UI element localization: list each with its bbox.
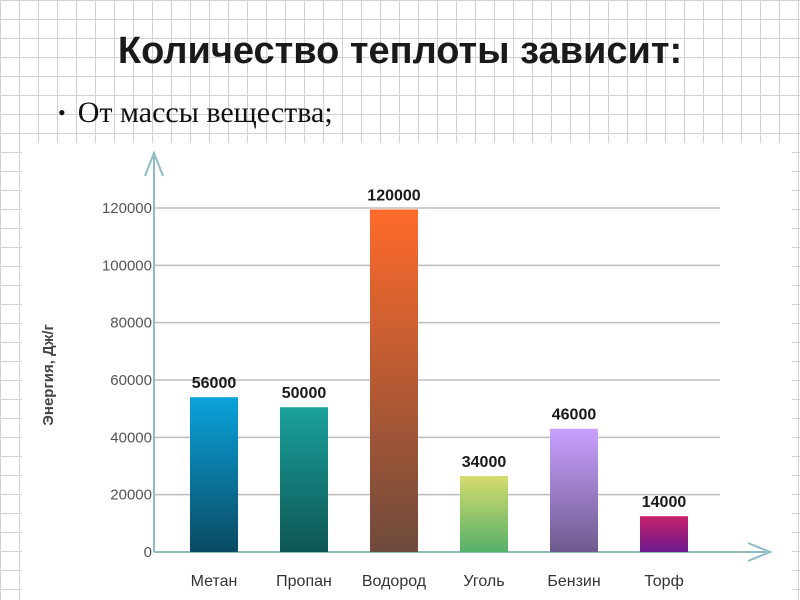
- y-tick-label: 100000: [102, 257, 152, 274]
- y-axis-arrow-icon: [144, 150, 164, 177]
- data-label: 56000: [192, 375, 237, 392]
- chart-panel: 0 20000 40000 60000 80000 100000 120000 Энергия…: [22, 143, 792, 600]
- bar: [550, 428, 598, 552]
- x-axis-arrow-icon: [747, 542, 773, 562]
- bar: [370, 209, 418, 552]
- bar: [640, 516, 688, 552]
- category-label: Водород: [362, 573, 427, 590]
- data-label: 46000: [552, 407, 597, 424]
- bullet-item: • От массы вещества;: [58, 96, 333, 130]
- bullet-text: От массы вещества;: [77, 96, 333, 129]
- category-label: Метан: [191, 573, 238, 590]
- y-tick-label: 120000: [102, 200, 152, 217]
- y-tick-label: 0: [144, 544, 152, 561]
- data-label: 34000: [462, 454, 507, 471]
- category-label: Бензин: [547, 573, 600, 590]
- y-tick-label: 60000: [110, 372, 152, 389]
- category-label: Торф: [644, 573, 683, 590]
- data-label: 120000: [367, 187, 420, 204]
- y-tick-label: 20000: [110, 487, 152, 504]
- bar: [190, 397, 238, 552]
- category-label: Пропан: [276, 573, 332, 590]
- data-label: 50000: [282, 385, 327, 402]
- y-tick-label: 80000: [110, 315, 152, 332]
- bar: [280, 407, 328, 552]
- bullet-dot-icon: •: [58, 100, 66, 125]
- y-tick-label: 40000: [110, 429, 152, 446]
- bar: [460, 476, 508, 552]
- y-axis-title: Энергия, Дж/г: [40, 324, 57, 426]
- bar-chart: 0 20000 40000 60000 80000 100000 120000 Энергия…: [40, 150, 773, 590]
- data-label: 14000: [642, 494, 687, 511]
- category-label: Уголь: [463, 573, 504, 590]
- slide-title: Количество теплоты зависит:: [117, 30, 683, 72]
